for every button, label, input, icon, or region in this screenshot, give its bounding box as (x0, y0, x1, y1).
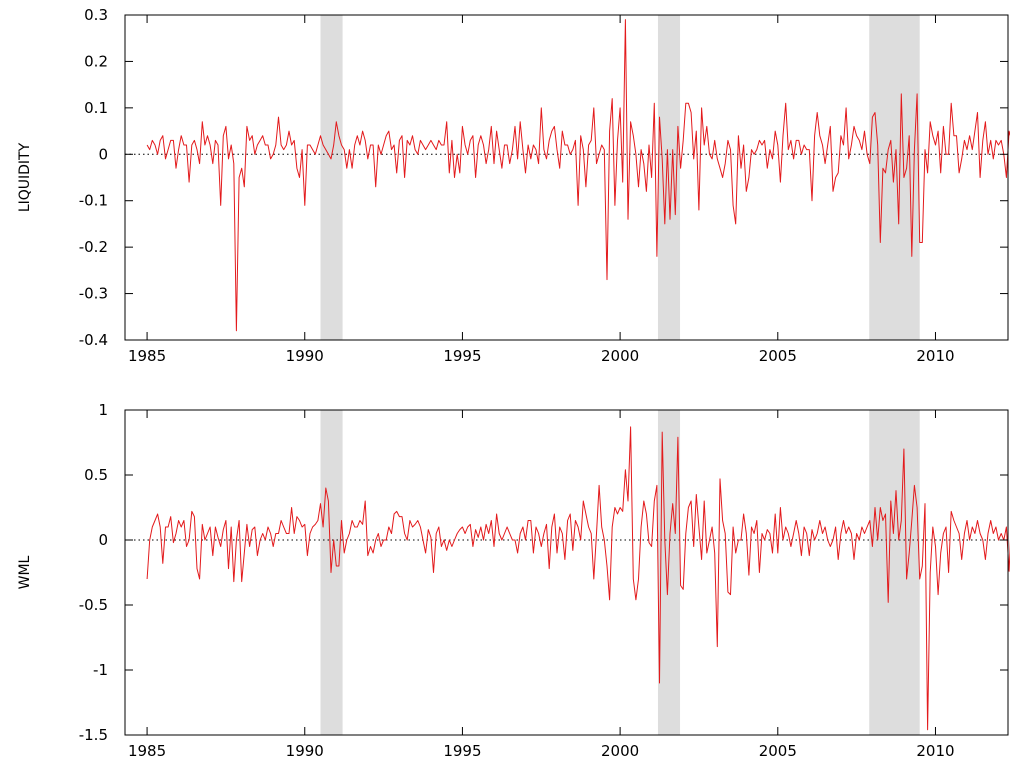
shaded-period-0 (320, 15, 343, 340)
x-tick-label: 2010 (916, 347, 954, 365)
y-tick-label: -0.4 (79, 331, 108, 349)
y-tick-label: -1.5 (79, 726, 108, 744)
y-tick-label: 0 (98, 531, 108, 549)
plot-frame (124, 14, 1009, 341)
x-tick-label: 2010 (916, 742, 954, 760)
y-tick-label: 0.1 (84, 99, 108, 117)
x-tick-label: 1990 (286, 347, 324, 365)
x-tick-label: 1995 (443, 742, 481, 760)
shaded-period-0 (320, 410, 343, 735)
x-tick-label: 1985 (128, 347, 166, 365)
y-tick-label: -0.1 (79, 192, 108, 210)
y-tick-label: 0.5 (84, 466, 108, 484)
y-axis-label: WML (17, 555, 33, 589)
x-tick-label: 1990 (286, 742, 324, 760)
x-tick-label: 2005 (759, 742, 797, 760)
plot-frame (124, 409, 1009, 736)
series-line (146, 19, 1010, 332)
y-tick-label: -0.3 (79, 285, 108, 303)
liquidity-panel: 1985 1990 1995 2000 2005 2010 -0.4 -0.3 -0.2 -0.1… (17, 6, 1010, 365)
x-tick-label: 2000 (601, 742, 639, 760)
x-tick-label: 2000 (601, 347, 639, 365)
x-tick-label: 1985 (128, 742, 166, 760)
y-tick-label: -0.2 (79, 238, 108, 256)
y-tick-label: -0.5 (79, 596, 108, 614)
shaded-period-1 (657, 15, 681, 340)
shaded-period-1 (657, 410, 681, 735)
series-line (146, 426, 1010, 731)
y-tick-label: 0.3 (84, 6, 108, 24)
shaded-period-2 (869, 15, 920, 340)
x-tick-label: 2005 (759, 347, 797, 365)
wml-panel: 1985 1990 1995 2000 2005 2010 -1.5 -1 -0.5 0 0.5 1 W… (17, 401, 1010, 760)
shaded-period-2 (869, 410, 920, 735)
y-tick-label: -1 (93, 661, 108, 679)
x-tick-label: 1995 (443, 347, 481, 365)
y-tick-label: 0 (98, 145, 108, 163)
y-tick-label: 1 (98, 401, 108, 419)
y-tick-label: 0.2 (84, 52, 108, 70)
y-axis-label: LIQUIDITY (17, 142, 33, 212)
